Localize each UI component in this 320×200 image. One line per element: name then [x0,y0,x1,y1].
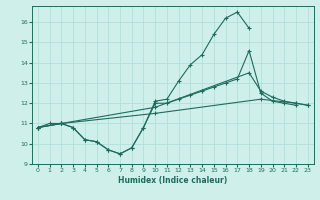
X-axis label: Humidex (Indice chaleur): Humidex (Indice chaleur) [118,176,228,185]
